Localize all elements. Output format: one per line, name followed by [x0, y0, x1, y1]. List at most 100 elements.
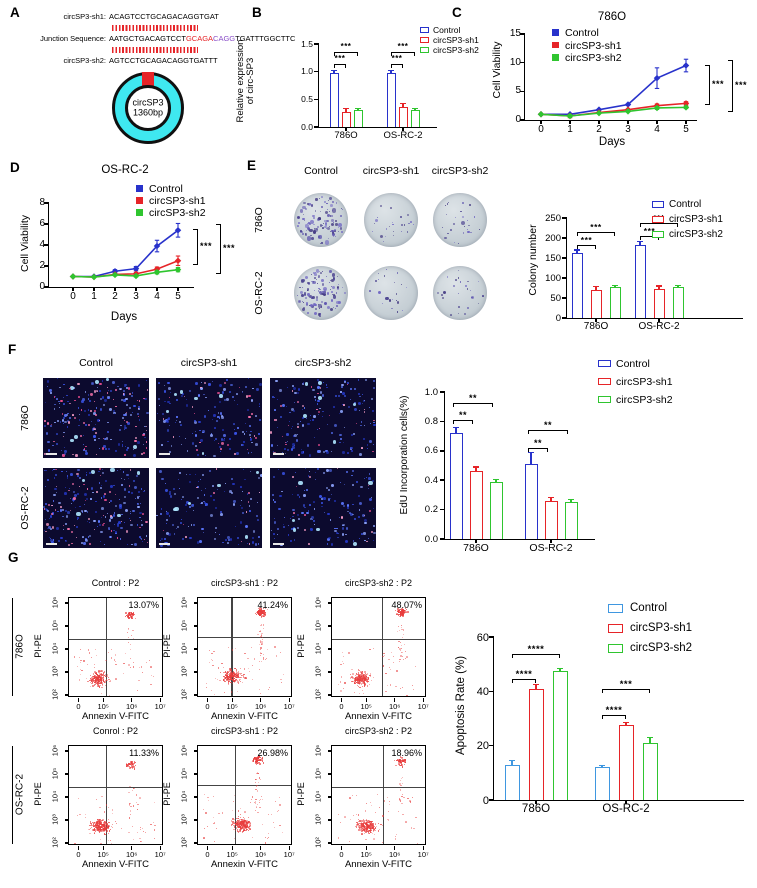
edu-positive-nucleus [248, 491, 251, 494]
cell-nucleus-blue [167, 440, 169, 443]
scatter-dot [256, 771, 259, 773]
colony-dot [329, 307, 333, 311]
scatter-dot [130, 644, 132, 646]
cell-nucleus-blue [108, 448, 111, 450]
scatter-dot [237, 671, 240, 674]
colony-dot [323, 200, 326, 203]
legend-item-label: circSP3-sh2 [433, 45, 479, 55]
cell-nucleus-blue [237, 544, 239, 546]
y-tick [64, 694, 69, 696]
scatter-dot [364, 682, 366, 684]
cell-nucleus-blue [246, 493, 249, 495]
x-tick [625, 800, 627, 804]
edu-positive-nucleus [248, 415, 251, 419]
flow-y-axis-label: PI-PE [162, 634, 172, 658]
cell-nucleus-blue [294, 445, 296, 447]
cell-nucleus-blue [91, 420, 93, 422]
bar [544, 500, 558, 539]
cell-nucleus-blue [272, 450, 274, 453]
cell-nucleus-blue [236, 452, 239, 456]
cell-nucleus-blue [52, 539, 55, 541]
cell-nucleus-blue [282, 524, 284, 526]
f-row-label-os-rc-2: OS-RC-2 [19, 486, 31, 530]
legend-swatch [598, 396, 611, 403]
cell-nucleus-blue [358, 516, 360, 518]
scatter-dot [103, 681, 105, 683]
cell-nucleus-blue [117, 470, 119, 472]
scatter-dot [368, 826, 370, 828]
y-tick [327, 750, 332, 752]
edu-positive-nucleus [295, 486, 297, 488]
error-bar-cap [557, 667, 563, 669]
scatter-dot [97, 685, 100, 687]
cell-nucleus-blue [176, 416, 178, 418]
scatter-dot [241, 827, 243, 829]
edu-positive-nucleus [69, 402, 71, 405]
cell-nucleus-blue [309, 517, 312, 520]
cell-nucleus-blue [303, 489, 305, 492]
y-tick-label: 10⁵ [179, 619, 189, 632]
bar [552, 670, 568, 800]
cell-nucleus-blue [286, 433, 289, 436]
scatter-dot [105, 829, 107, 831]
scatter-dot [366, 820, 368, 822]
legend-swatch [608, 604, 623, 613]
scatter-dot [93, 679, 95, 682]
scatter-dot [106, 827, 108, 829]
cell-nucleus-blue [323, 451, 325, 453]
scatter-dot [245, 825, 248, 827]
scatter-dot [97, 679, 100, 682]
x-tick [114, 287, 116, 291]
cell-nucleus-blue [231, 477, 234, 480]
scatter-dot [218, 812, 220, 814]
legend-item-label: circSP3-sh2 [669, 229, 723, 240]
x-tick-label: 2 [112, 291, 118, 302]
scatter-dot [259, 800, 261, 802]
scatter-dot [99, 826, 102, 828]
legend-item-label: circSP3-sh2 [630, 642, 692, 654]
scatter-dot [355, 673, 357, 675]
scatter-dot [356, 677, 359, 679]
scatter-dot [257, 758, 259, 760]
cell-nucleus-blue [118, 506, 122, 509]
scatter-dot [133, 760, 136, 763]
y-tick-label: 10² [313, 837, 323, 848]
cell-nucleus-blue [199, 539, 203, 543]
scatter-dot [236, 820, 239, 822]
cell-nucleus-blue [185, 404, 189, 407]
scatter-dot [361, 672, 363, 675]
scatter-dot [233, 823, 235, 825]
scatter-dot [369, 648, 371, 651]
error-bar-cap [388, 69, 394, 72]
cell-nucleus-blue [319, 495, 322, 498]
cell-nucleus-blue [233, 500, 236, 503]
scatter-dot [239, 821, 241, 823]
cell-nucleus-blue [316, 379, 320, 382]
scatter-dot [259, 762, 261, 765]
scatter-dot [234, 674, 236, 677]
scatter-dot [237, 682, 239, 684]
scatter-dot [98, 829, 100, 831]
cell-nucleus-blue [115, 449, 118, 452]
scatter-dot [362, 682, 364, 684]
scatter-dot [259, 614, 261, 616]
flow-plot-title: Conrol : P2 [92, 726, 139, 736]
cell-nucleus-blue [166, 429, 170, 432]
scatter-dot [99, 678, 101, 680]
colony-dot [397, 272, 399, 274]
scatter-dot [90, 677, 92, 679]
cell-nucleus-blue [48, 536, 50, 539]
scatter-dot [398, 646, 400, 648]
cell-nucleus-blue [350, 474, 353, 477]
scatter-dot [358, 682, 360, 684]
colony-dot [311, 281, 313, 283]
scatter-dot [236, 830, 239, 833]
scatter-dot [401, 765, 404, 768]
edu-positive-nucleus [87, 517, 90, 520]
edu-positive-nucleus [83, 448, 86, 450]
cell-nucleus-blue [231, 395, 235, 398]
scatter-dot [107, 840, 109, 842]
cell-nucleus-blue [128, 517, 131, 520]
cell-nucleus-blue [53, 477, 56, 479]
